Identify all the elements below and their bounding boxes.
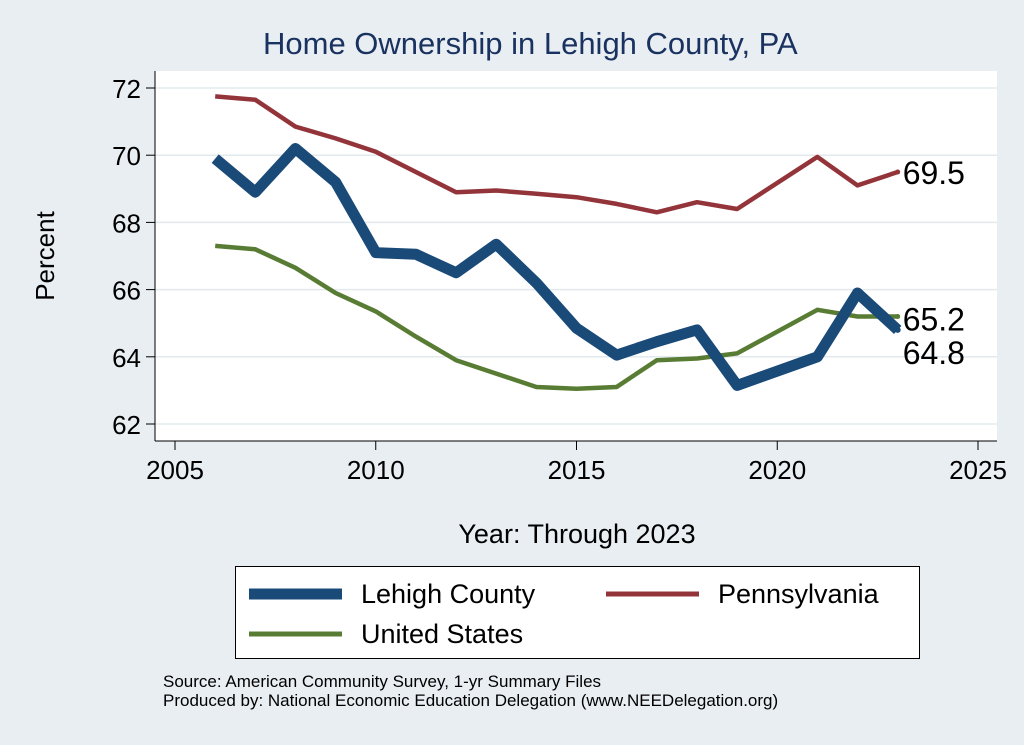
series-point	[895, 313, 901, 319]
legend-label-pennsylvania: Pennsylvania	[718, 579, 879, 609]
legend-label-united-states: United States	[361, 619, 524, 649]
series-line-lehigh-county	[211, 143, 902, 391]
x-tick-label: 2005	[146, 455, 204, 485]
legend-label-lehigh-county: Lehigh County	[361, 579, 536, 609]
end-label-united-states: 65.2	[903, 301, 965, 337]
legend-item-pennsylvania: Pennsylvania	[606, 577, 906, 611]
x-tick-label: 2010	[347, 455, 405, 485]
y-tick-label: 62	[112, 410, 141, 440]
line-chart: 62 64 66 68 70 72 2005 2010 2015 2020 2025 Percent Y…	[30, 71, 1007, 549]
y-tick-label: 64	[112, 343, 141, 373]
y-tick-label: 72	[112, 74, 141, 104]
legend-item-united-states: United States	[249, 617, 579, 651]
end-label-pennsylvania: 69.5	[903, 155, 965, 191]
plot-area	[155, 71, 997, 441]
y-tick-label: 68	[112, 208, 141, 238]
series-point	[895, 169, 901, 175]
x-axis-label: Year: Through 2023	[458, 519, 695, 549]
chart-title: Home Ownership in Lehigh County, PA	[263, 26, 798, 61]
x-tick-label: 2015	[548, 455, 606, 485]
x-tick-label: 2020	[748, 455, 806, 485]
source-note: Source: American Community Survey, 1-yr …	[163, 672, 778, 710]
end-label-lehigh-county: 64.8	[903, 335, 965, 371]
series-line-pennsylvania	[215, 94, 899, 215]
legend-swatch-lehigh-county	[249, 588, 342, 600]
produced-by-line: Produced by: National Economic Education…	[163, 691, 779, 710]
y-axis-label: Percent	[30, 210, 60, 300]
y-tick-label: 70	[112, 141, 141, 171]
legend: Lehigh County Pennsylvania United States	[235, 566, 920, 659]
series-point	[894, 326, 901, 333]
source-line: Source: American Community Survey, 1-yr …	[163, 672, 602, 691]
legend-item-lehigh-county: Lehigh County	[249, 577, 579, 611]
y-tick-label: 66	[112, 276, 141, 306]
legend-swatch-united-states	[249, 631, 342, 637]
series-line-united-states	[215, 243, 898, 391]
legend-swatch-pennsylvania	[606, 591, 699, 597]
x-tick-label: 2025	[949, 455, 1007, 485]
